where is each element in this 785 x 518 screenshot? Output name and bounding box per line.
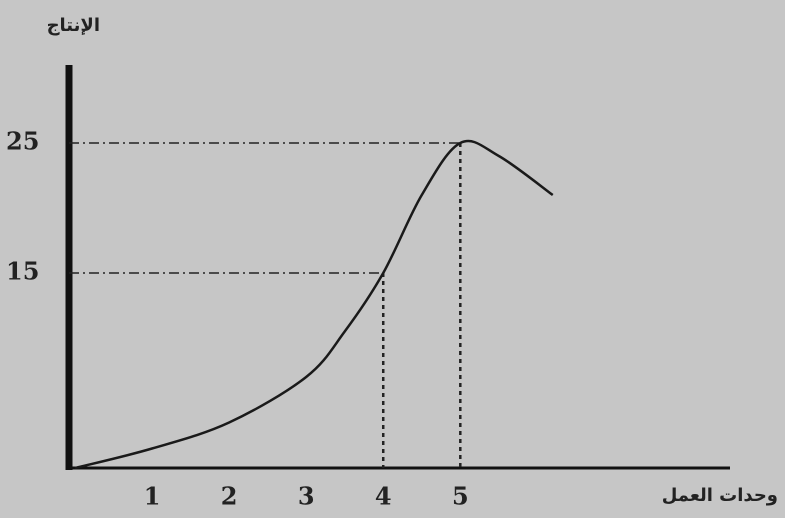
x-tick-label: 2 xyxy=(221,482,238,511)
x-tick-label: 5 xyxy=(452,482,469,511)
y-tick-label: 25 xyxy=(6,127,39,156)
x-tick-label: 1 xyxy=(144,482,161,511)
curve xyxy=(74,139,554,470)
x-tick-label: 4 xyxy=(375,482,392,511)
y-axis-title: الإنتاج xyxy=(47,15,100,36)
x-axis-title: وحدات العمل xyxy=(662,485,778,506)
x-tick-label: 3 xyxy=(298,482,315,511)
y-tick-label: 15 xyxy=(6,257,39,286)
